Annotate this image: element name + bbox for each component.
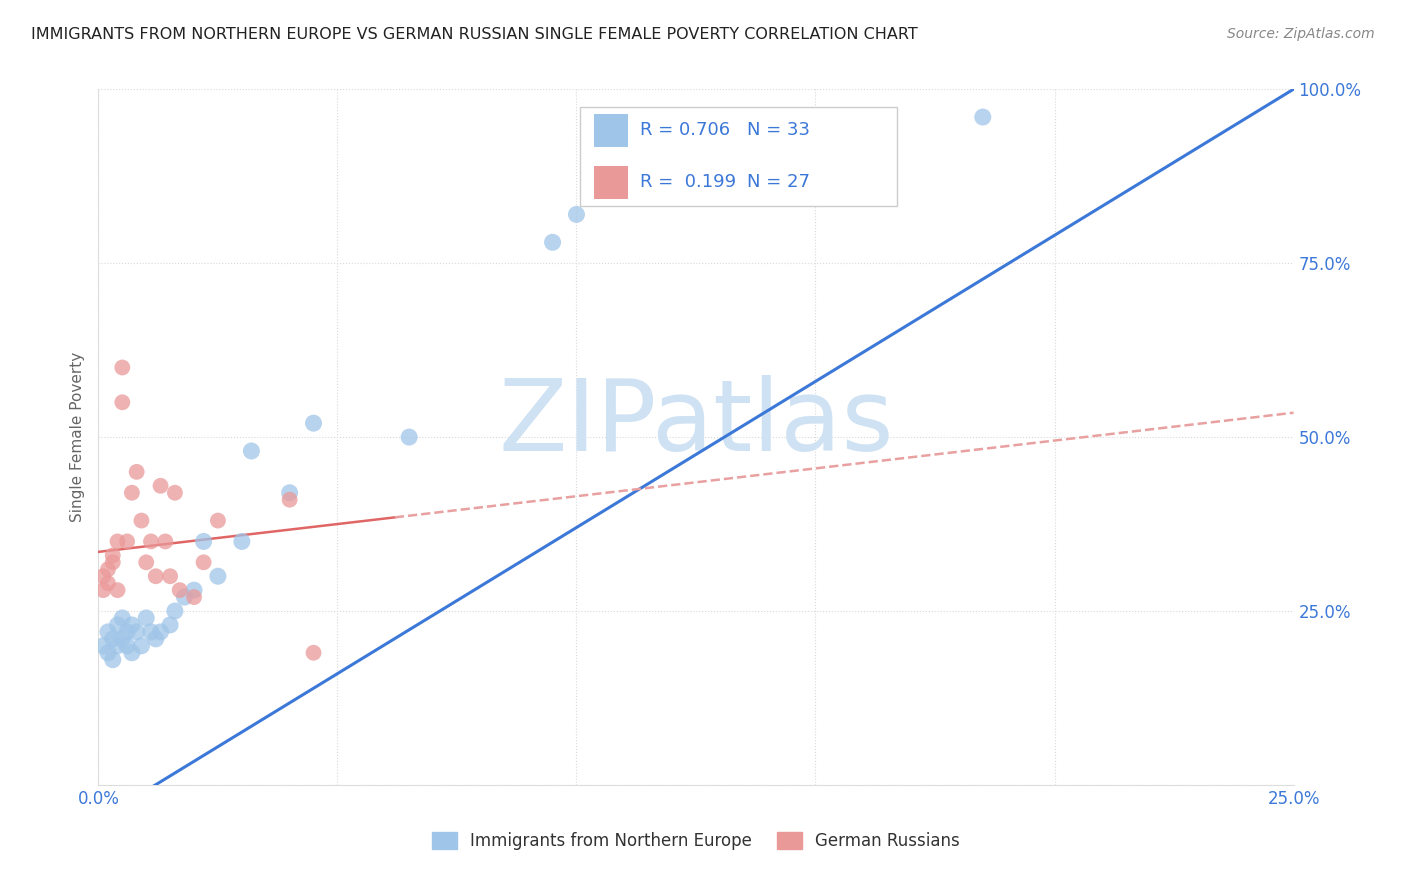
Point (145, 569, 167, 583)
Point (398, 430, 420, 444)
Point (155, 534, 177, 549)
Point (278, 485, 301, 500)
Point (111, 395, 134, 409)
Point (278, 492, 301, 507)
Point (125, 624, 148, 639)
Point (565, 207, 588, 221)
Point (111, 611, 134, 625)
Point (169, 583, 191, 598)
Point (97, 646, 120, 660)
Point (121, 618, 143, 632)
Text: N = 27: N = 27 (748, 173, 810, 192)
Point (139, 624, 162, 639)
Point (107, 534, 129, 549)
Point (111, 360, 134, 375)
Point (173, 590, 195, 604)
Bar (595, 166, 628, 199)
Point (193, 534, 215, 549)
Point (207, 514, 229, 528)
Y-axis label: Single Female Poverty: Single Female Poverty (69, 352, 84, 522)
Text: IMMIGRANTS FROM NORTHERN EUROPE VS GERMAN RUSSIAN SINGLE FEMALE POVERTY CORRELAT: IMMIGRANTS FROM NORTHERN EUROPE VS GERMA… (31, 27, 918, 42)
Point (207, 569, 229, 583)
Legend: Immigrants from Northern Europe, German Russians: Immigrants from Northern Europe, German … (425, 825, 967, 856)
Point (145, 632, 167, 646)
Point (121, 485, 143, 500)
Point (135, 611, 157, 625)
Point (972, 110, 994, 124)
Point (131, 514, 153, 528)
Point (107, 639, 129, 653)
Point (111, 632, 134, 646)
Point (97, 576, 120, 591)
Point (135, 555, 157, 569)
Point (163, 604, 186, 618)
Point (240, 444, 263, 458)
Point (183, 590, 205, 604)
Point (115, 624, 138, 639)
Point (163, 485, 186, 500)
Point (101, 549, 124, 563)
Point (302, 646, 325, 660)
Point (101, 632, 124, 646)
Point (91, 569, 114, 583)
Text: Source: ZipAtlas.com: Source: ZipAtlas.com (1227, 27, 1375, 41)
Point (159, 569, 181, 583)
Bar (595, 113, 628, 147)
Point (302, 416, 325, 430)
Point (159, 618, 181, 632)
Point (91, 639, 114, 653)
Text: ZIPatlas: ZIPatlas (498, 375, 894, 472)
Point (121, 646, 143, 660)
Point (107, 583, 129, 598)
Point (101, 555, 124, 569)
Point (91, 583, 114, 598)
Point (97, 624, 120, 639)
Point (107, 618, 129, 632)
Point (131, 639, 153, 653)
Point (125, 465, 148, 479)
Point (115, 639, 138, 653)
Point (149, 624, 172, 639)
Point (115, 534, 138, 549)
Point (541, 235, 564, 250)
Point (231, 534, 253, 549)
Point (149, 479, 172, 493)
Point (101, 653, 124, 667)
Text: R =  0.199: R = 0.199 (640, 173, 735, 192)
Point (193, 555, 215, 569)
Point (183, 583, 205, 598)
Text: N = 33: N = 33 (748, 121, 810, 139)
FancyBboxPatch shape (581, 106, 897, 206)
Point (97, 562, 120, 576)
Point (139, 534, 162, 549)
Text: R = 0.706: R = 0.706 (640, 121, 730, 139)
